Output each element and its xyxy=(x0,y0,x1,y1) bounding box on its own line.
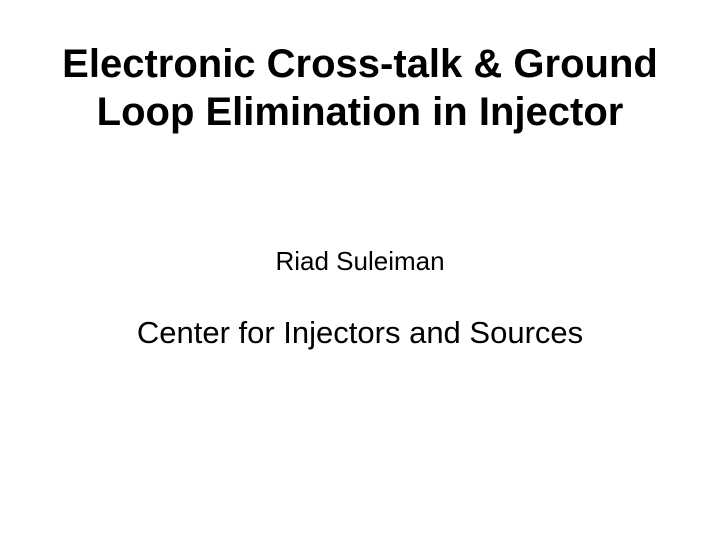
author-name: Riad Suleiman xyxy=(275,246,444,277)
affiliation-text: Center for Injectors and Sources xyxy=(137,315,583,351)
slide-container: Electronic Cross-talk & Ground Loop Elim… xyxy=(0,0,720,540)
slide-title: Electronic Cross-talk & Ground Loop Elim… xyxy=(40,40,680,136)
